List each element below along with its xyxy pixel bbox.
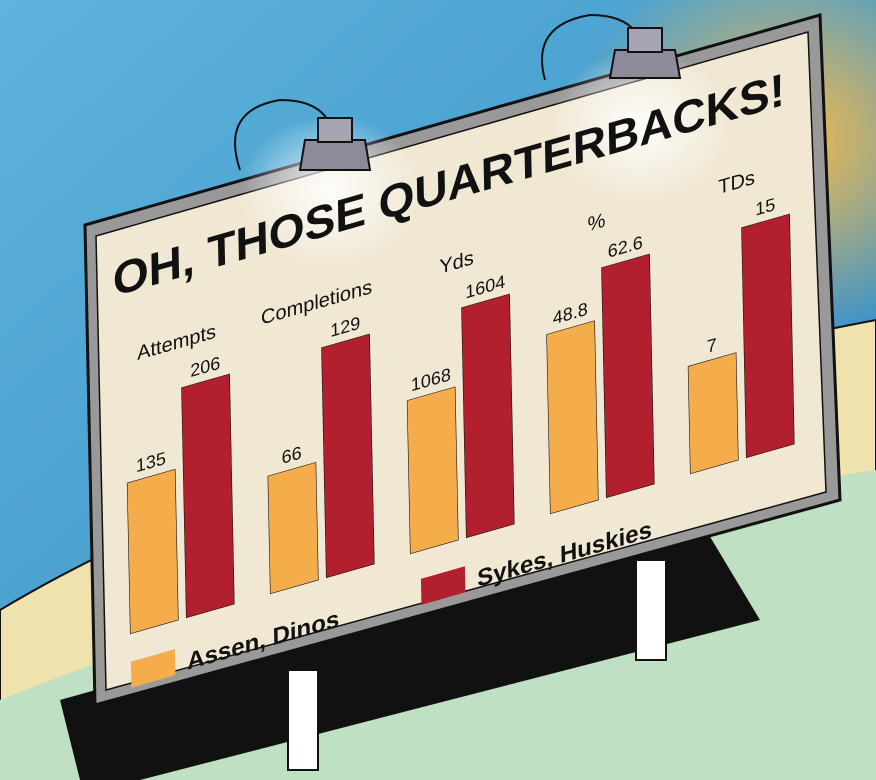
bar	[742, 214, 795, 458]
bar	[407, 387, 458, 554]
value-label: 7	[707, 333, 717, 356]
bar	[688, 353, 738, 474]
bar	[462, 294, 515, 538]
post	[636, 560, 666, 660]
bar	[182, 374, 235, 618]
scene: OH, THOSE QUARTERBACKS! Attempts135206Co…	[0, 0, 876, 780]
bar	[602, 254, 655, 498]
bar	[127, 469, 178, 633]
bar	[268, 462, 318, 593]
post	[288, 670, 318, 770]
bar	[547, 321, 599, 514]
bar	[322, 334, 375, 578]
